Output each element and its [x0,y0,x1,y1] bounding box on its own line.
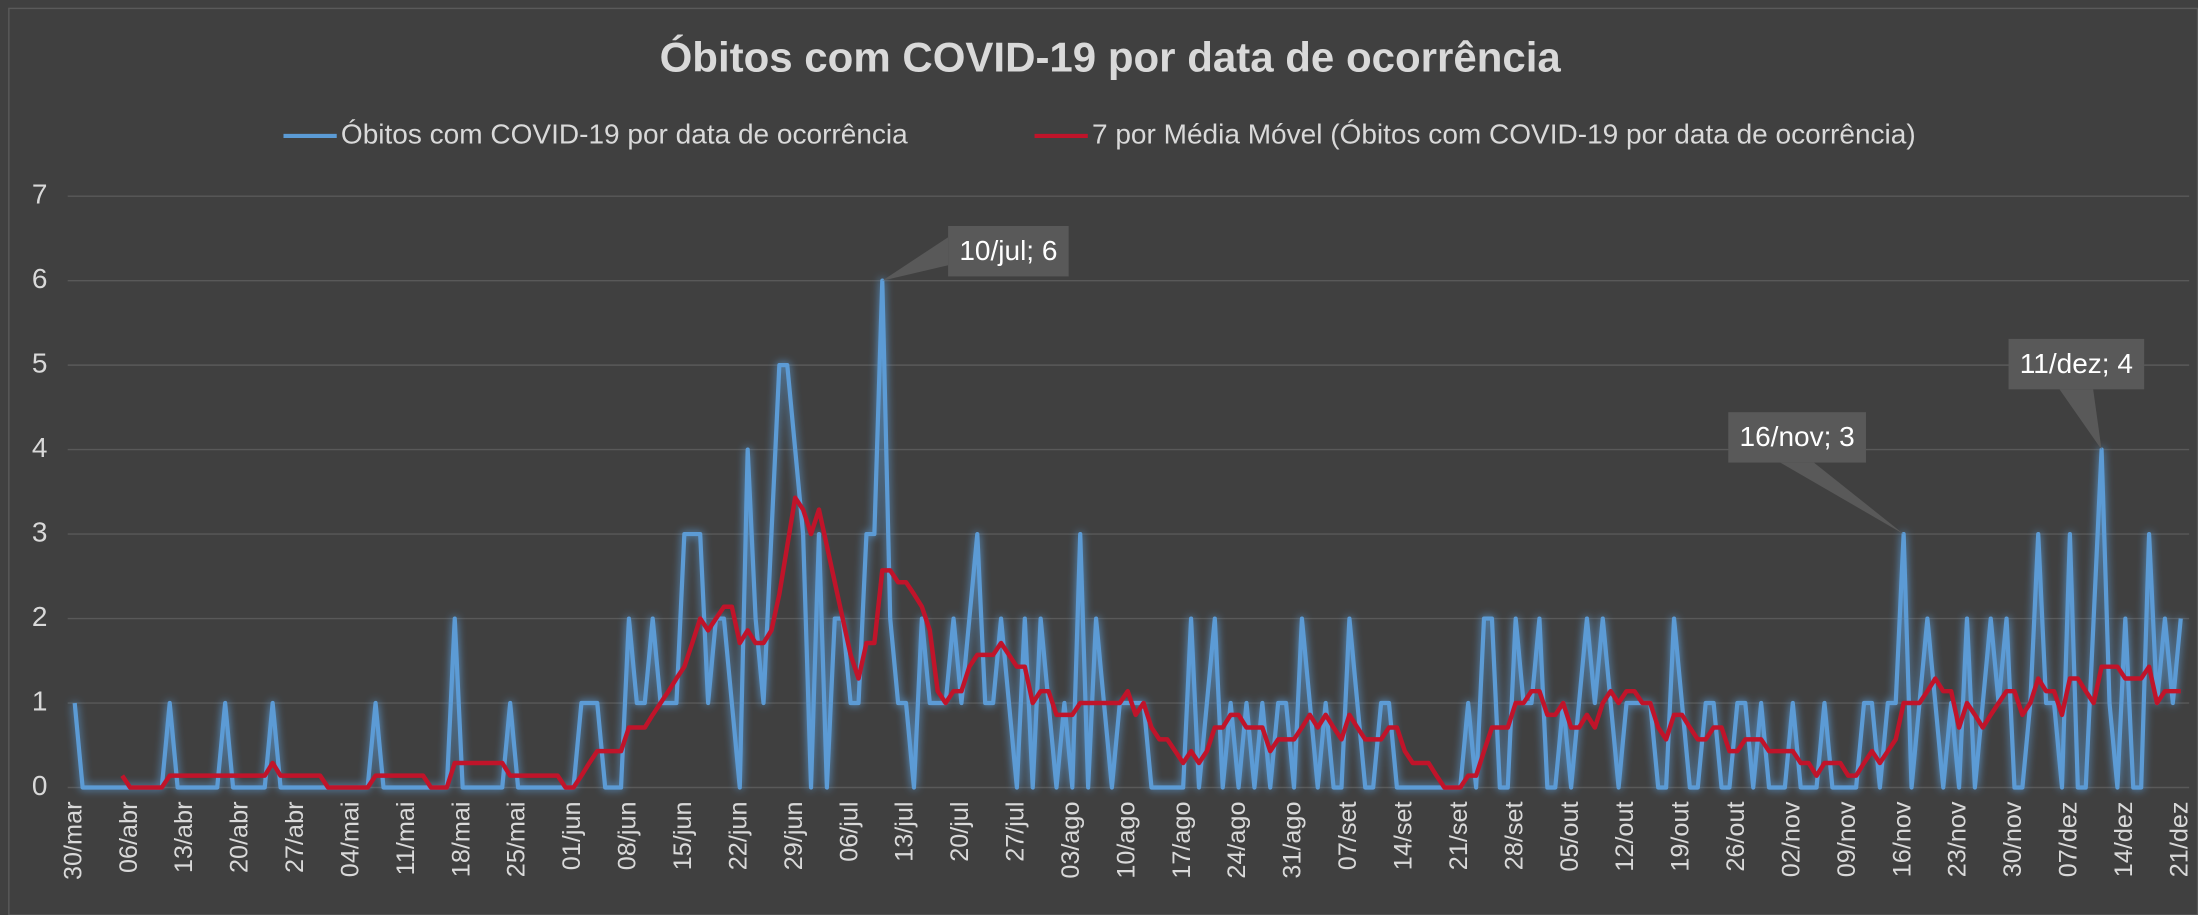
y-tick-label: 1 [32,685,48,716]
y-tick-label: 5 [32,348,48,379]
x-tick-label: 02/nov [1777,801,1805,877]
y-tick-label: 3 [32,516,48,547]
series-line [120,495,2181,790]
data-label-box [1728,412,1866,463]
x-tick-label: 20/abr [226,802,254,874]
x-tick-label: 18/mai [447,802,475,878]
x-tick-label: 17/ago [1168,802,1196,879]
x-tick-label: 09/nov [1833,801,1861,877]
chart-title: Óbitos com COVID-19 por data de ocorrênc… [660,32,1562,80]
data-label: 11/dez; 4 [2020,348,2133,379]
x-tick-label: 23/nov [1944,801,1972,877]
x-tick-label: 13/abr [170,802,198,874]
data-label-callout: 10/jul; 6 [882,225,1069,281]
x-tick-label: 07/dez [2055,802,2083,878]
y-tick-label: 6 [32,263,48,294]
x-tick-label: 29/jun [780,802,808,871]
series-line [72,278,2183,790]
callout-pointer [882,237,949,281]
x-tick-label: 06/jul [835,802,863,862]
y-tick-label: 7 [32,179,48,210]
x-tick-label: 21/dez [2165,802,2193,878]
data-label-box [948,225,1069,277]
x-tick-label: 07/set [1334,802,1362,871]
x-tick-label: 01/jun [558,802,586,871]
data-label-box [2008,338,2145,390]
data-label: 16/nov; 3 [1740,421,1855,452]
x-tick-label: 24/ago [1223,802,1251,879]
y-tick-label: 4 [32,432,48,463]
x-tick-label: 14/set [1389,802,1417,871]
x-tick-label: 05/out [1556,802,1584,872]
x-tick-label: 14/dez [2110,802,2138,878]
x-tick-label: 27/jul [1002,802,1030,862]
x-tick-label: 10/ago [1112,802,1140,879]
y-tick-label: 2 [32,601,48,632]
x-tick-label: 30/mar [59,802,87,880]
x-tick-label: 08/jun [614,802,642,871]
x-tick-label: 20/jul [946,802,974,862]
x-tick-label: 19/out [1667,802,1695,872]
x-tick-label: 30/nov [1999,801,2027,877]
x-tick-label: 06/abr [115,802,143,874]
legend-label: 7 por Média Móvel (Óbitos com COVID-19 p… [1092,118,1916,149]
x-tick-label: 22/jun [724,802,752,871]
x-tick-label: 15/jun [669,802,697,871]
x-tick-label: 21/set [1445,802,1473,871]
x-tick-label: 11/mai [392,802,420,876]
y-tick-label: 0 [32,770,48,801]
x-tick-label: 16/nov [1888,801,1916,877]
x-tick-label: 28/set [1500,802,1528,871]
x-tick-label: 12/out [1611,802,1639,872]
x-tick-label: 27/abr [281,802,309,874]
x-tick-label: 31/ago [1279,802,1307,879]
x-tick-label: 03/ago [1057,802,1085,879]
x-tick-label: 26/out [1722,802,1750,872]
x-tick-label: 25/mai [503,802,531,878]
x-tick-label: 04/mai [336,802,364,878]
data-label: 10/jul; 6 [959,235,1057,266]
legend-label: Óbitos com COVID-19 por data de ocorrênc… [341,118,908,149]
x-tick-label: 13/jul [891,802,919,862]
